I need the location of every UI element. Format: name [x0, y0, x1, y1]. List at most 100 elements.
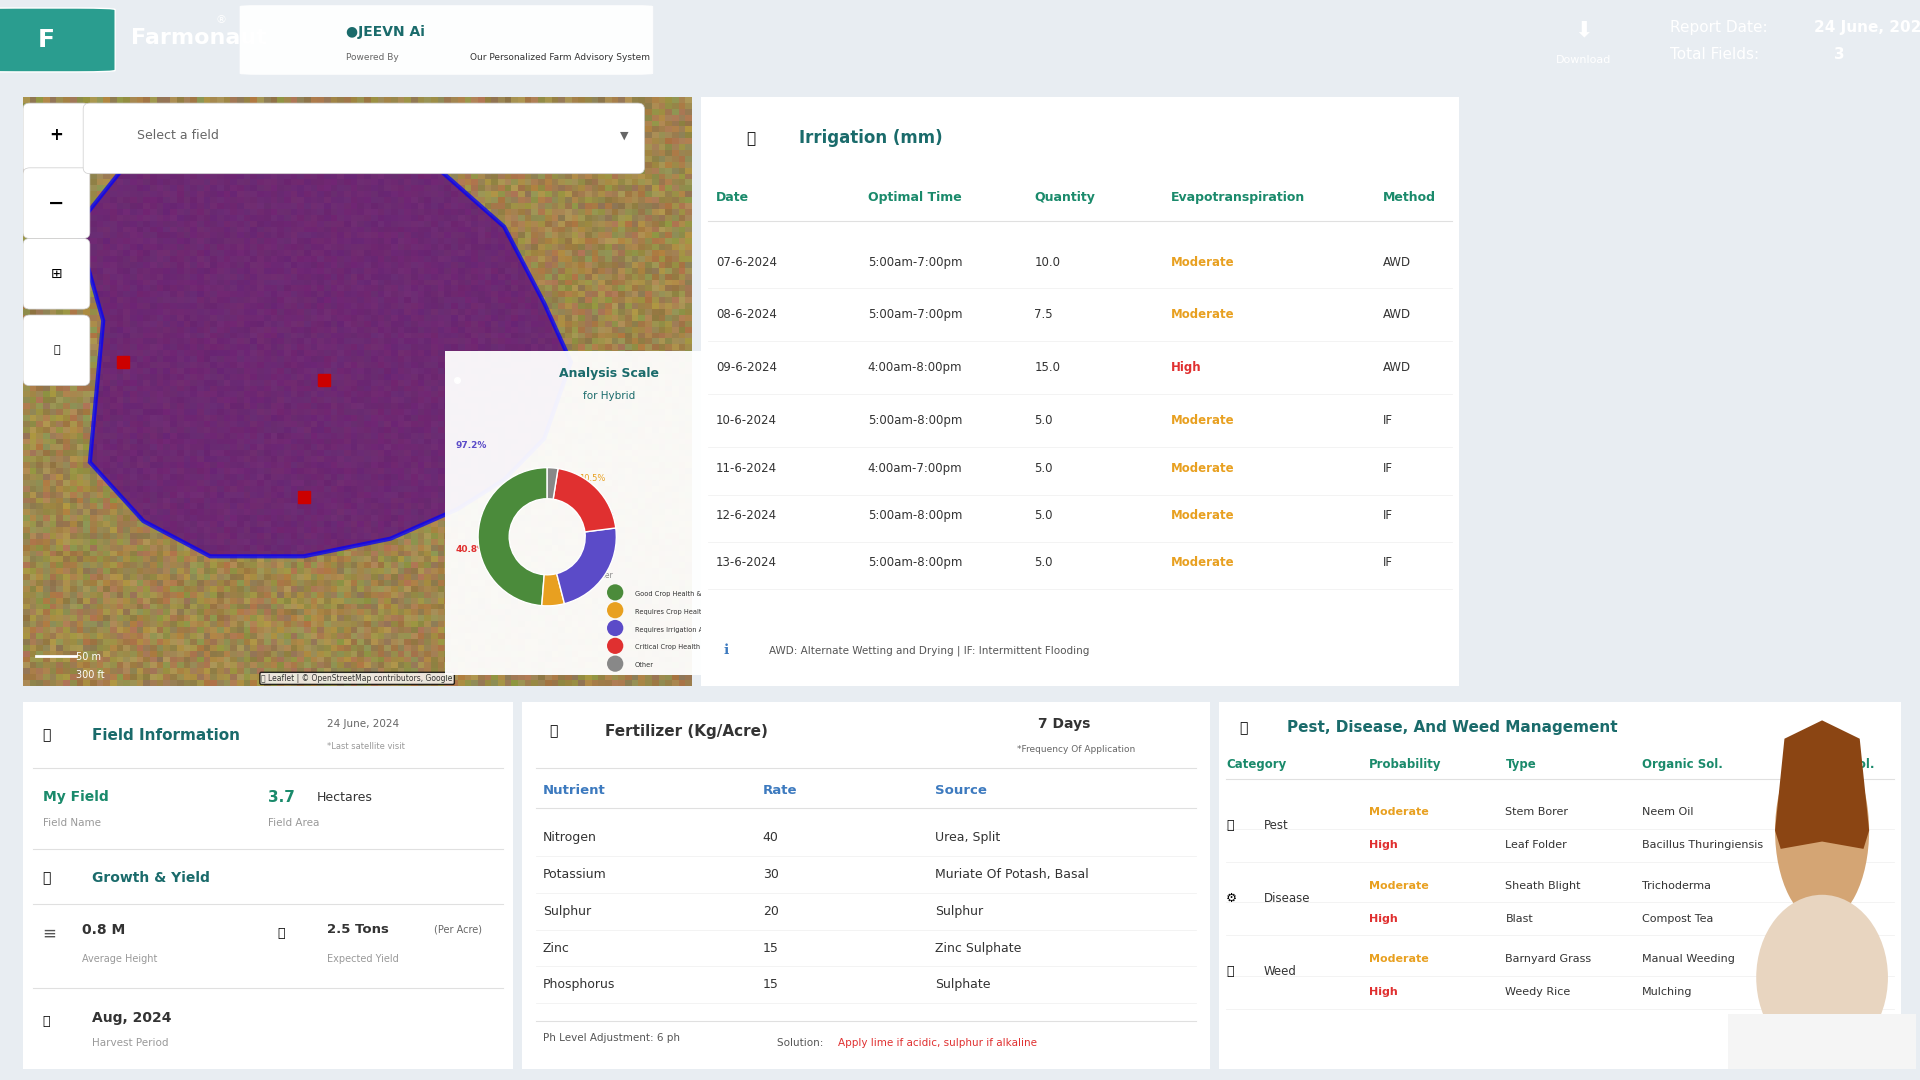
- Text: Muriate Of Potash, Basal: Muriate Of Potash, Basal: [935, 868, 1089, 881]
- FancyBboxPatch shape: [23, 239, 90, 309]
- FancyBboxPatch shape: [0, 8, 115, 72]
- Text: Analysis Scale: Analysis Scale: [559, 367, 659, 380]
- Text: Moderate: Moderate: [1171, 509, 1235, 522]
- Text: Pest, Disease, And Weed Management: Pest, Disease, And Weed Management: [1288, 720, 1619, 735]
- Text: Fertilizer (Kg/Acre): Fertilizer (Kg/Acre): [605, 724, 768, 739]
- Text: 4:00am-7:00pm: 4:00am-7:00pm: [868, 461, 962, 474]
- Text: 40: 40: [762, 832, 780, 845]
- Text: 300 ft: 300 ft: [77, 670, 106, 680]
- Text: IF: IF: [1382, 509, 1394, 522]
- Wedge shape: [478, 468, 547, 606]
- Text: 24 June, 2024: 24 June, 2024: [1814, 21, 1920, 36]
- Text: 7 Days: 7 Days: [1037, 717, 1091, 731]
- Wedge shape: [547, 468, 559, 499]
- Circle shape: [607, 637, 624, 654]
- FancyBboxPatch shape: [1212, 699, 1908, 1072]
- Text: Neem Oil: Neem Oil: [1642, 807, 1693, 818]
- FancyBboxPatch shape: [693, 92, 1467, 691]
- Text: My Field: My Field: [42, 791, 108, 805]
- Text: Chi...: Chi...: [1786, 840, 1814, 850]
- Text: ≡: ≡: [42, 924, 56, 943]
- Text: Moderate: Moderate: [1171, 461, 1235, 474]
- FancyBboxPatch shape: [23, 315, 90, 386]
- Text: Moderate: Moderate: [1369, 807, 1428, 818]
- Text: 📅: 📅: [42, 1015, 50, 1028]
- Text: 09-6-2024: 09-6-2024: [716, 362, 778, 375]
- Text: ●JEEVN Ai: ●JEEVN Ai: [346, 25, 424, 39]
- Text: Potassium: Potassium: [543, 868, 607, 881]
- Text: Source: Source: [935, 784, 987, 797]
- Text: 45.9%: 45.9%: [589, 513, 614, 522]
- Polygon shape: [77, 126, 570, 556]
- Text: 24 June, 2024: 24 June, 2024: [326, 719, 399, 729]
- Text: 15: 15: [762, 942, 780, 955]
- Bar: [1356, 901, 1893, 933]
- Text: Powered By: Powered By: [346, 53, 397, 62]
- Text: 08-6-2024: 08-6-2024: [716, 309, 778, 322]
- FancyBboxPatch shape: [515, 699, 1217, 1072]
- Text: 15: 15: [762, 978, 780, 991]
- Text: Hectares: Hectares: [317, 791, 372, 804]
- Text: 5:00am-7:00pm: 5:00am-7:00pm: [868, 309, 962, 322]
- Text: 📈: 📈: [42, 872, 52, 886]
- Text: Stem Borer: Stem Borer: [1505, 807, 1569, 818]
- Text: Irrigation (mm): Irrigation (mm): [799, 130, 943, 147]
- Text: Select a field: Select a field: [136, 129, 219, 141]
- Wedge shape: [557, 528, 616, 604]
- Text: 5.0: 5.0: [1035, 556, 1052, 569]
- FancyBboxPatch shape: [240, 5, 653, 75]
- Text: Urea, Split: Urea, Split: [935, 832, 1000, 845]
- Text: Rate: Rate: [762, 784, 797, 797]
- Bar: [708, 606, 1452, 683]
- Text: Organic Sol.: Organic Sol.: [1642, 758, 1722, 771]
- Text: ®: ®: [215, 15, 227, 25]
- Text: 3.7: 3.7: [267, 789, 294, 805]
- Text: 12-6-2024: 12-6-2024: [716, 509, 778, 522]
- Text: High: High: [1369, 840, 1398, 850]
- Text: High: High: [1369, 914, 1398, 923]
- Text: Field Name: Field Name: [42, 819, 100, 828]
- Text: 5.0: 5.0: [1035, 415, 1052, 428]
- Text: Sheath Blight: Sheath Blight: [1505, 880, 1580, 891]
- FancyBboxPatch shape: [17, 699, 518, 1072]
- Text: Harvest Period: Harvest Period: [92, 1039, 169, 1049]
- Text: Nitrogen: Nitrogen: [543, 832, 597, 845]
- Text: Apply lime if acidic, sulphur if alkaline: Apply lime if acidic, sulphur if alkalin…: [839, 1039, 1037, 1049]
- Text: Zinc: Zinc: [543, 942, 570, 955]
- Text: 13-6-2024: 13-6-2024: [716, 556, 778, 569]
- Text: Other: Other: [636, 662, 653, 669]
- Text: 5:00am-8:00pm: 5:00am-8:00pm: [868, 556, 962, 569]
- Text: Date: Date: [716, 191, 749, 204]
- Text: 0.8 M: 0.8 M: [83, 922, 125, 936]
- Text: Ph Level Adjustment: 6 ph: Ph Level Adjustment: 6 ph: [543, 1032, 680, 1043]
- Text: 7.5: 7.5: [1035, 309, 1054, 322]
- Text: 20: 20: [762, 905, 780, 918]
- Text: 5.0: 5.0: [1035, 509, 1052, 522]
- Text: −: −: [48, 193, 65, 213]
- Text: 30: 30: [762, 868, 780, 881]
- Text: Compost Tea: Compost Tea: [1642, 914, 1713, 923]
- Text: Total Fields:: Total Fields:: [1670, 46, 1764, 62]
- Text: Download: Download: [1557, 55, 1611, 65]
- Text: Moderate: Moderate: [1369, 954, 1428, 964]
- FancyBboxPatch shape: [23, 103, 90, 174]
- Text: Good Crop Health & Irrigation: Good Crop Health & Irrigation: [636, 591, 733, 597]
- Text: Blast: Blast: [1505, 914, 1534, 923]
- Wedge shape: [541, 573, 564, 606]
- Text: Leaf Folder: Leaf Folder: [1505, 840, 1567, 850]
- Text: Type: Type: [1505, 758, 1536, 771]
- Circle shape: [607, 620, 624, 636]
- Text: High: High: [1369, 987, 1398, 997]
- Text: 🌿: 🌿: [278, 927, 286, 940]
- Text: Quantity: Quantity: [1035, 191, 1096, 204]
- Text: IF: IF: [1382, 556, 1394, 569]
- FancyBboxPatch shape: [440, 345, 778, 681]
- FancyBboxPatch shape: [23, 167, 90, 239]
- Text: 5:00am-7:00pm: 5:00am-7:00pm: [868, 256, 962, 269]
- Text: 🌿: 🌿: [1240, 720, 1248, 734]
- Text: Optimal Time: Optimal Time: [868, 191, 962, 204]
- Text: H...: H...: [1786, 880, 1805, 891]
- Circle shape: [607, 584, 624, 600]
- Text: Farmonaut: Farmonaut: [131, 28, 267, 49]
- FancyBboxPatch shape: [83, 103, 645, 174]
